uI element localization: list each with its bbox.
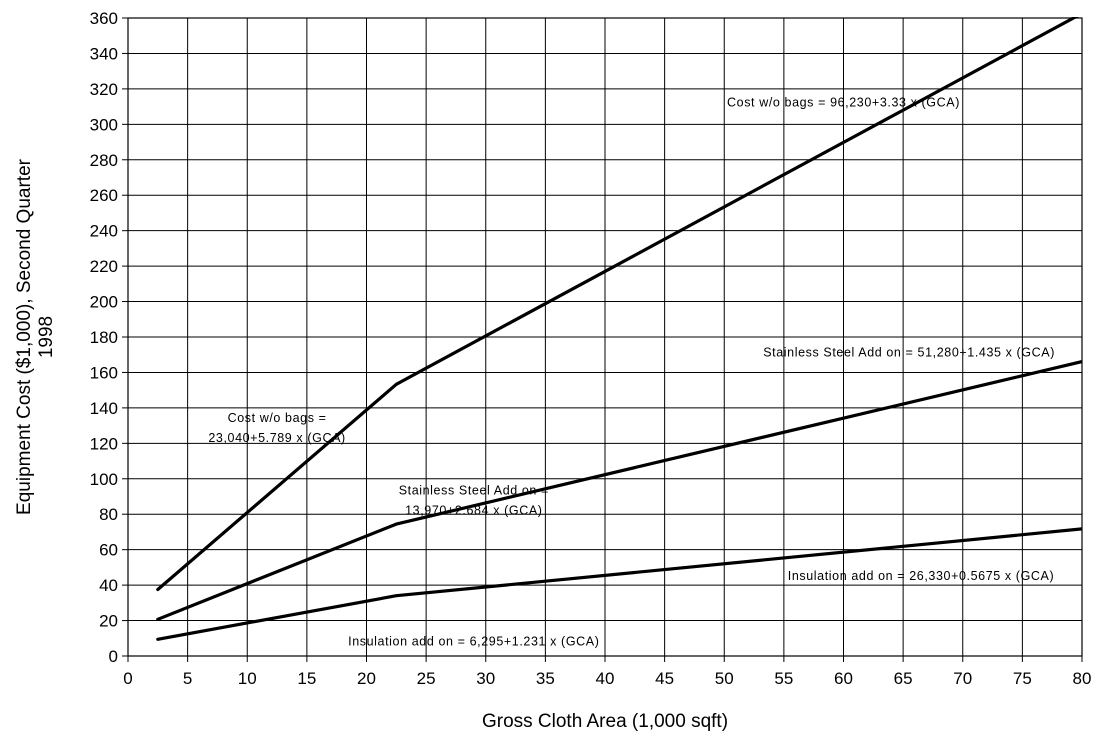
y-tick-label-0: 0 [109, 647, 118, 666]
x-tick-label-14: 70 [953, 669, 972, 688]
annotations: Cost w/o bags = 96,230+3.33 x (GCA) Cost … [208, 96, 1055, 649]
y-tick-label-3: 60 [99, 541, 118, 560]
series-line-2 [156, 360, 1082, 621]
y-tick-label-4: 80 [99, 505, 118, 524]
x-tick-label-13: 65 [894, 669, 913, 688]
y-tick-label-6: 120 [90, 434, 118, 453]
grid [127, 17, 1083, 657]
x-axis-label: Gross Cloth Area (1,000 sqft) [482, 711, 728, 732]
y-tick-label-13: 260 [90, 186, 118, 205]
y-tick-label-9: 180 [90, 328, 118, 347]
annotation-6: Insulation add on = 6,295+1.231 x (GCA) [348, 634, 599, 648]
x-tick-label-0: 0 [123, 669, 132, 688]
annotation-2: Cost w/o bags = 23,040+5.789 x (GCA) [208, 411, 345, 445]
series-line-1 [156, 17, 1079, 592]
y-axis-label-line-1: Equipment Cost ($1,000), Second Quarter [14, 158, 35, 515]
x-tick-label-6: 30 [476, 669, 495, 688]
y-tick-label-10: 200 [90, 293, 118, 312]
annotation-5: Insulation add on = 26,330+0.5675 x (GCA… [788, 569, 1054, 583]
x-tick-label-7: 35 [536, 669, 555, 688]
y-tick-label-15: 300 [90, 115, 118, 134]
y-tick-label-2: 40 [99, 576, 118, 595]
y-tick-label-17: 340 [90, 44, 118, 63]
y-tick-label-7: 140 [90, 399, 118, 418]
annotation-3: Stainless Steel Add on = 51,280+1.435 x … [763, 345, 1055, 359]
x-tick-labels: 0 5 10 15 20 25 30 35 40 45 50 55 60 65 70 75 80 [123, 669, 1091, 688]
y-tick-label-5: 100 [90, 470, 118, 489]
axes [122, 17, 1083, 662]
y-axis-label-line-2: 1998 [36, 316, 57, 358]
x-tick-label-5: 25 [417, 669, 436, 688]
y-tick-label-14: 280 [90, 151, 118, 170]
annotation-1: Cost w/o bags = 96,230+3.33 x (GCA) [727, 96, 960, 110]
annotation-4: Stainless Steel Add on = 13,970+2.684 x (… [399, 484, 549, 518]
x-tick-label-12: 60 [834, 669, 853, 688]
x-tick-label-15: 75 [1013, 669, 1032, 688]
x-tick-label-1: 5 [183, 669, 192, 688]
y-tick-label-8: 160 [90, 363, 118, 382]
y-tick-label-12: 240 [90, 222, 118, 241]
y-tick-label-11: 220 [90, 257, 118, 276]
y-tick-label-16: 320 [90, 80, 118, 99]
y-tick-label-18: 360 [90, 9, 118, 28]
x-tick-label-8: 40 [596, 669, 615, 688]
x-tick-label-16: 80 [1073, 669, 1092, 688]
series-lines [156, 17, 1082, 641]
x-tick-label-4: 20 [357, 669, 376, 688]
x-tick-label-3: 15 [297, 669, 316, 688]
y-tick-labels: 0 20 40 60 80 100 120 140 160 180 200 220 240 260 280 3… [90, 9, 118, 666]
x-tick-label-2: 10 [238, 669, 257, 688]
x-tick-label-10: 50 [715, 669, 734, 688]
y-tick-label-1: 20 [99, 612, 118, 631]
x-tick-label-9: 45 [655, 669, 674, 688]
series-line-3 [156, 527, 1082, 641]
x-tick-label-11: 55 [774, 669, 793, 688]
